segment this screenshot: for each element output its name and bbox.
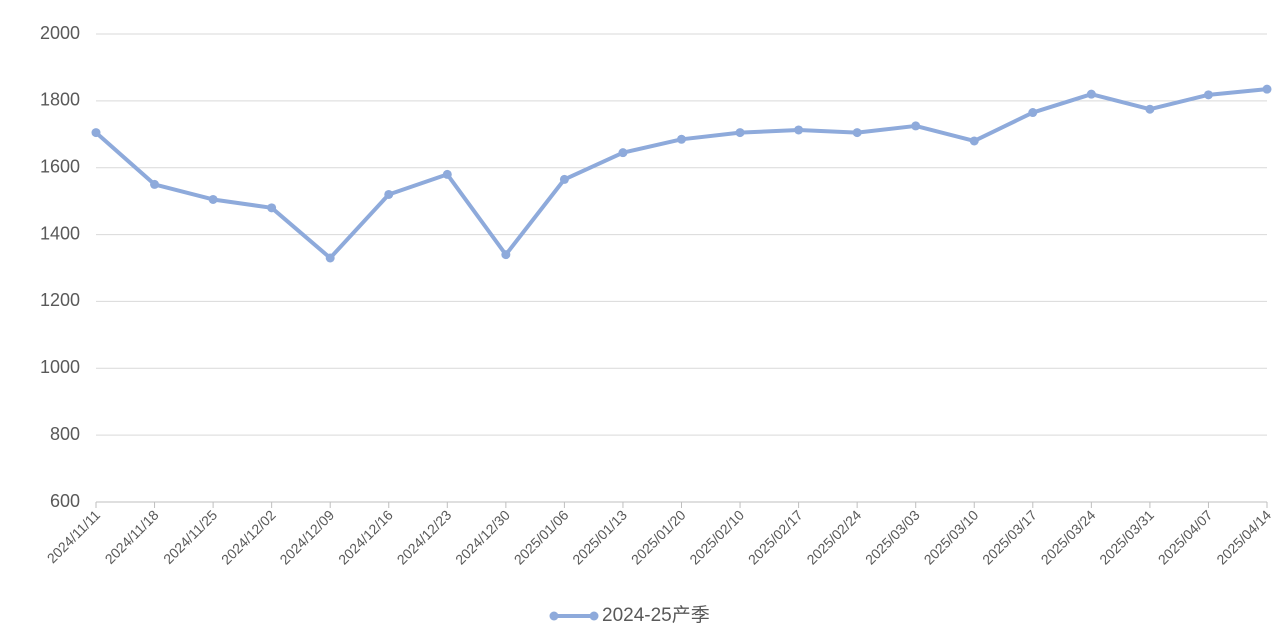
data-point bbox=[1145, 104, 1155, 114]
data-point bbox=[501, 250, 511, 260]
x-tick-label: 2024/12/09 bbox=[276, 507, 337, 568]
x-tick-label: 2024/11/18 bbox=[102, 507, 162, 567]
x-tick-label: 2024/12/23 bbox=[394, 507, 455, 568]
data-point bbox=[384, 189, 394, 199]
x-tick-label: 2024/11/11 bbox=[44, 507, 104, 567]
legend-marker bbox=[589, 611, 599, 621]
data-point bbox=[1203, 90, 1213, 100]
data-point bbox=[91, 128, 101, 138]
legend-label: 2024-25产季 bbox=[602, 604, 710, 626]
data-point bbox=[150, 179, 160, 189]
y-tick-label: 1000 bbox=[40, 357, 80, 377]
data-point bbox=[559, 174, 569, 184]
legend-marker bbox=[549, 611, 559, 621]
data-point bbox=[442, 169, 452, 179]
data-point bbox=[969, 136, 979, 146]
x-tick-label: 2025/04/14 bbox=[1213, 507, 1274, 568]
x-tick-label: 2024/11/25 bbox=[160, 507, 220, 567]
data-point bbox=[325, 253, 335, 263]
y-tick-label: 1800 bbox=[40, 90, 80, 110]
x-tick-label: 2025/02/24 bbox=[803, 507, 864, 568]
data-point bbox=[1086, 89, 1096, 99]
y-tick-label: 2000 bbox=[40, 23, 80, 43]
data-point bbox=[267, 203, 277, 213]
data-point bbox=[677, 134, 686, 144]
data-point bbox=[208, 194, 218, 204]
data-point bbox=[735, 128, 745, 138]
x-tick-label: 2025/01/06 bbox=[511, 507, 572, 568]
data-point bbox=[794, 125, 804, 135]
x-tick-label: 2025/03/31 bbox=[1096, 507, 1157, 568]
y-tick-label: 1400 bbox=[40, 223, 80, 243]
y-tick-label: 1200 bbox=[40, 290, 80, 310]
y-tick-label: 1600 bbox=[40, 156, 80, 176]
x-tick-label: 2025/03/24 bbox=[1038, 507, 1099, 568]
data-point bbox=[852, 128, 862, 138]
x-tick-label: 2025/03/17 bbox=[979, 507, 1040, 568]
data-point bbox=[1262, 84, 1272, 94]
x-tick-label: 2025/02/10 bbox=[686, 507, 747, 568]
data-line bbox=[94, 87, 1268, 260]
data-point bbox=[911, 121, 921, 131]
y-tick-label: 800 bbox=[50, 424, 80, 444]
x-tick-label: 2025/02/17 bbox=[745, 507, 806, 568]
x-tick-label: 2024/12/16 bbox=[335, 507, 396, 568]
x-tick-label: 2025/01/13 bbox=[569, 507, 630, 568]
x-tick-label: 2025/03/10 bbox=[921, 507, 982, 568]
x-tick-label: 2025/03/03 bbox=[862, 507, 923, 568]
x-tick-label: 2025/01/20 bbox=[628, 507, 689, 568]
x-tick-label: 2024/12/30 bbox=[452, 507, 513, 568]
data-point bbox=[618, 148, 628, 158]
data-point bbox=[1028, 108, 1038, 118]
y-tick-label: 600 bbox=[50, 491, 80, 511]
x-tick-label: 2025/04/07 bbox=[1155, 507, 1216, 568]
x-tick-label: 2024/12/02 bbox=[218, 507, 279, 568]
